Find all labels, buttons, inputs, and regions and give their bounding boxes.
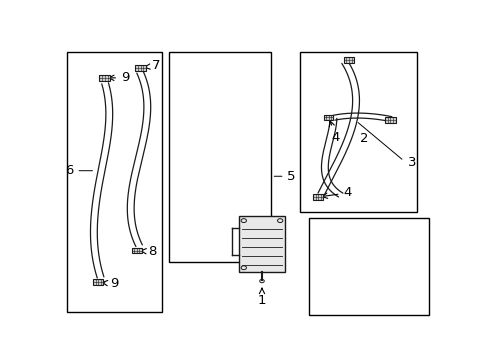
Bar <box>343 57 354 63</box>
Bar <box>169 51 271 262</box>
Text: 9: 9 <box>102 277 119 290</box>
Text: 4: 4 <box>322 186 351 199</box>
Text: 3: 3 <box>407 157 416 170</box>
Bar <box>385 117 395 123</box>
Bar <box>135 64 146 71</box>
Text: 1: 1 <box>257 288 265 307</box>
Bar <box>324 115 332 120</box>
Bar <box>132 248 142 253</box>
Bar <box>67 51 161 312</box>
Text: 7: 7 <box>144 59 160 72</box>
Bar <box>99 75 110 81</box>
Text: 8: 8 <box>141 245 156 258</box>
Text: 6: 6 <box>65 164 73 177</box>
Bar <box>312 194 323 200</box>
Text: 2: 2 <box>359 132 368 145</box>
Bar <box>309 218 428 315</box>
Text: 5: 5 <box>286 170 295 183</box>
Text: 9: 9 <box>108 71 129 84</box>
Bar <box>93 279 103 285</box>
Bar <box>239 216 284 272</box>
Text: 4: 4 <box>329 121 339 144</box>
Bar <box>299 51 416 212</box>
